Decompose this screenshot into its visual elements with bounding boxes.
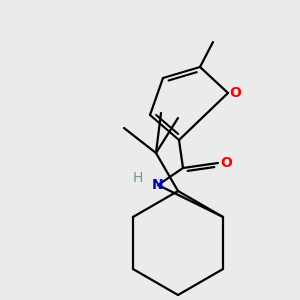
Text: H: H <box>133 171 143 185</box>
Text: O: O <box>229 86 241 100</box>
Text: N: N <box>152 178 164 192</box>
Text: O: O <box>220 156 232 170</box>
